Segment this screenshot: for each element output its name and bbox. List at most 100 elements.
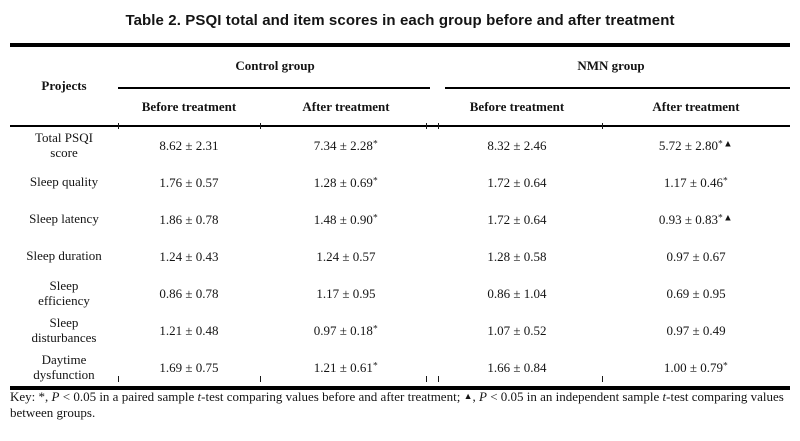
cell-value: 1.66 ± 0.84	[487, 359, 547, 375]
cell-control-after: 1.21 ± 0.61*	[260, 349, 432, 388]
cell-nmn-after: 0.97 ± 0.49	[602, 312, 790, 349]
column-rule-tick	[426, 123, 427, 129]
cell-value: 1.21 ± 0.61	[313, 359, 373, 375]
table-title: Table 2. PSQI total and item scores in e…	[125, 12, 675, 29]
row-label-sleep-quality: Sleep quality	[29, 174, 99, 190]
cell-value: 1.17 ± 0.46	[663, 174, 723, 190]
cell-control-after: 0.97 ± 0.18*	[260, 312, 432, 349]
table-row: Sleep latency 1.86 ± 0.78 1.48 ± 0.90* 1…	[10, 201, 790, 238]
cell-nmn-before: 0.86 ± 1.04	[432, 275, 602, 312]
table-row: Daytime dysfunction 1.69 ± 0.75 1.21 ± 0…	[10, 349, 790, 388]
cell-control-before: 1.76 ± 0.57	[118, 164, 260, 201]
cell-control-after: 7.34 ± 2.28*	[260, 126, 432, 164]
group-header-row: Projects Control group NMN group	[10, 45, 791, 127]
cell-value: 7.34 ± 2.28	[313, 137, 373, 153]
table-row: Total PSQI score 8.62 ± 2.31 7.34 ± 2.28…	[10, 126, 790, 164]
cell-control-before: 1.24 ± 0.43	[118, 238, 260, 275]
cell-value: 0.69 ± 0.95	[666, 285, 726, 301]
cell-value: 1.86 ± 0.78	[159, 211, 219, 227]
footnote-segment-italic-p: P	[51, 389, 60, 404]
column-rule-tick	[260, 376, 261, 382]
cell-nmn-before: 1.66 ± 0.84	[432, 349, 602, 388]
cell-control-after: 1.48 ± 0.90*	[260, 201, 432, 238]
cell-value: 1.48 ± 0.90	[313, 211, 373, 227]
footnote-segment-italic-p: P	[478, 389, 487, 404]
cell-value: 1.76 ± 0.57	[159, 174, 219, 190]
significance-marker: *	[372, 213, 379, 223]
column-rule-tick	[438, 376, 439, 382]
significance-marker: *	[372, 139, 379, 149]
column-header-nmn-group: NMN group	[432, 45, 791, 89]
psqi-table-area: Projects Control group NMN group Before …	[10, 43, 791, 390]
row-label-sleep-duration: Sleep duration	[26, 248, 102, 264]
significance-marker: *▲	[718, 139, 734, 149]
row-label-sleep-latency: Sleep latency	[29, 211, 99, 227]
column-rule-tick	[260, 123, 261, 129]
column-rule-tick	[438, 123, 439, 129]
table-row: Sleep efficiency 0.86 ± 0.78 1.17 ± 0.95…	[10, 275, 790, 312]
cell-value: 1.00 ± 0.79	[663, 359, 723, 375]
cell-value: 1.24 ± 0.43	[159, 248, 219, 264]
cell-nmn-before: 1.72 ± 0.64	[432, 201, 602, 238]
cell-control-before: 8.62 ± 2.31	[118, 126, 260, 164]
cell-nmn-before: 1.72 ± 0.64	[432, 164, 602, 201]
cell-value: 1.21 ± 0.48	[159, 322, 219, 338]
cell-nmn-before: 1.28 ± 0.58	[432, 238, 602, 275]
column-header-control-after: After treatment	[260, 89, 432, 127]
footnote-segment-italic-t: t	[662, 389, 667, 404]
significance-marker: *	[722, 176, 729, 186]
cell-control-before: 1.69 ± 0.75	[118, 349, 260, 388]
cell-value: 5.72 ± 2.80	[658, 137, 718, 153]
cell-value: 0.97 ± 0.67	[666, 248, 726, 264]
cell-nmn-after: 0.93 ± 0.83*▲	[602, 201, 790, 238]
row-label-total-psqi-score: Total PSQI score	[35, 129, 93, 160]
cell-control-after: 1.17 ± 0.95	[260, 275, 432, 312]
footnote-segment: ,	[472, 389, 479, 404]
cell-nmn-after: 5.72 ± 2.80*▲	[602, 126, 790, 164]
column-rule-tick	[602, 123, 603, 129]
table-row: Sleep duration 1.24 ± 0.43 1.24 ± 0.57 1…	[10, 238, 790, 275]
footnote-segment: -test comparing values before and after …	[201, 389, 464, 404]
cell-value: 8.62 ± 2.31	[159, 137, 219, 153]
column-rule-tick	[426, 376, 427, 382]
psqi-scores-table: Projects Control group NMN group Before …	[10, 43, 791, 390]
cell-value: 1.07 ± 0.52	[487, 322, 547, 338]
sub-header-row: Before treatment After treatment Before …	[10, 89, 791, 127]
cell-control-before: 1.86 ± 0.78	[118, 201, 260, 238]
column-header-control-group: Control group	[118, 45, 432, 89]
cell-value: 0.86 ± 1.04	[487, 285, 547, 301]
cell-value: 8.32 ± 2.46	[487, 137, 547, 153]
cell-value: 1.28 ± 0.69	[313, 174, 373, 190]
footnote-segment: -test comparing values between groups.	[10, 389, 784, 420]
cell-control-before: 0.86 ± 0.78	[118, 275, 260, 312]
column-header-projects: Projects	[10, 45, 118, 127]
footnote-segment: < 0.05 in a paired sample	[59, 389, 198, 404]
significance-marker: *	[372, 176, 379, 186]
cell-value: 1.69 ± 0.75	[159, 359, 219, 375]
cell-value: 1.24 ± 0.57	[316, 248, 376, 264]
footnote-segment: < 0.05 in an independent sample	[486, 389, 663, 404]
cell-value: 1.17 ± 0.95	[316, 285, 376, 301]
row-label-sleep-efficiency: Sleep efficiency	[38, 277, 90, 308]
table-row: Sleep quality 1.76 ± 0.57 1.28 ± 0.69* 1…	[10, 164, 790, 201]
significance-marker: *	[372, 361, 379, 371]
table-row: Sleep disturbances 1.21 ± 0.48 0.97 ± 0.…	[10, 312, 790, 349]
significance-marker: *▲	[718, 213, 734, 223]
column-header-control-before: Before treatment	[118, 89, 260, 127]
footnote-segment: Key: *,	[10, 389, 52, 404]
cell-value: 1.72 ± 0.64	[487, 174, 547, 190]
cell-value: 0.97 ± 0.18	[313, 322, 373, 338]
table-footnote: Key: *, P < 0.05 in a paired sample t-te…	[10, 389, 792, 421]
column-header-nmn-after: After treatment	[602, 89, 791, 127]
cell-control-before: 1.21 ± 0.48	[118, 312, 260, 349]
cell-control-after: 1.28 ± 0.69*	[260, 164, 432, 201]
triangle-marker-icon: ▲	[463, 391, 473, 401]
column-rule-tick	[118, 376, 119, 382]
cell-value: 1.28 ± 0.58	[487, 248, 547, 264]
cell-nmn-after: 0.69 ± 0.95	[602, 275, 790, 312]
cell-value: 0.97 ± 0.49	[666, 322, 726, 338]
cell-value: 1.72 ± 0.64	[487, 211, 547, 227]
column-header-nmn-before: Before treatment	[432, 89, 602, 127]
cell-nmn-after: 1.17 ± 0.46*	[602, 164, 790, 201]
